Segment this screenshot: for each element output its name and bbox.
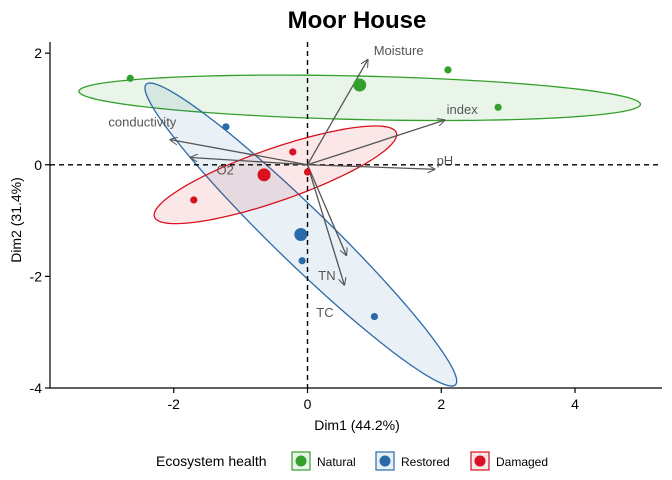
x-tick-label: 0: [304, 396, 312, 412]
point-damaged-3: [303, 168, 312, 176]
variable-arrow-index: [307, 120, 445, 166]
point-natural-2: [444, 66, 452, 74]
legend: Ecosystem health Natural Restored Damaged: [156, 451, 548, 471]
variable-arrow-o2: [190, 158, 308, 166]
point-natural-3: [494, 103, 502, 111]
centroid-natural: [353, 78, 367, 92]
chart-title: Moor House: [288, 7, 427, 34]
y-tick-label: 0: [34, 157, 42, 173]
variable-label-tc: TC: [316, 305, 333, 320]
variable-arrow-ph: [307, 164, 435, 169]
variable-arrow-conductivity: [170, 140, 308, 166]
legend-label-restored: Restored: [401, 455, 450, 469]
variable-label-moisture: Moisture: [374, 43, 424, 58]
centroid-restored: [294, 228, 308, 242]
point-damaged-1: [190, 196, 198, 204]
variable-label-ph: pH: [437, 153, 454, 168]
legend-label-damaged: Damaged: [496, 455, 548, 469]
point-restored-2: [298, 257, 306, 265]
variable-label-index: index: [447, 102, 479, 117]
variable-label-o2: O2: [216, 163, 233, 178]
legend-label-natural: Natural: [317, 455, 356, 469]
variable-arrow-moisture: [306, 60, 368, 166]
x-tick-label: 4: [571, 396, 579, 412]
variable-arrow-tn: [306, 164, 347, 255]
x-tick-label: -2: [168, 396, 181, 412]
y-tick-label: -4: [30, 380, 43, 396]
variable-label-tn: TN: [318, 268, 335, 283]
plot-panel: Moisture index pH conductivity O2 TN TC -2 0 2 4 -4…: [30, 42, 662, 412]
centroid-damaged: [257, 168, 271, 182]
legend-dot-restored: [379, 455, 391, 467]
legend-title: Ecosystem health: [156, 453, 267, 469]
y-tick-label: -2: [30, 268, 43, 284]
point-damaged-2: [289, 148, 297, 156]
point-natural-1: [126, 74, 134, 82]
variable-arrow-tc: [306, 164, 345, 285]
legend-dot-damaged: [474, 455, 486, 467]
y-tick-label: 2: [34, 45, 42, 61]
x-axis-title: Dim1 (44.2%): [314, 417, 400, 433]
legend-dot-natural: [295, 455, 307, 467]
y-axis-title: Dim2 (31.4%): [8, 177, 24, 263]
point-restored-1: [222, 123, 230, 131]
x-tick-label: 2: [437, 396, 445, 412]
variable-label-conductivity: conductivity: [108, 115, 176, 130]
point-restored-3: [370, 312, 378, 321]
